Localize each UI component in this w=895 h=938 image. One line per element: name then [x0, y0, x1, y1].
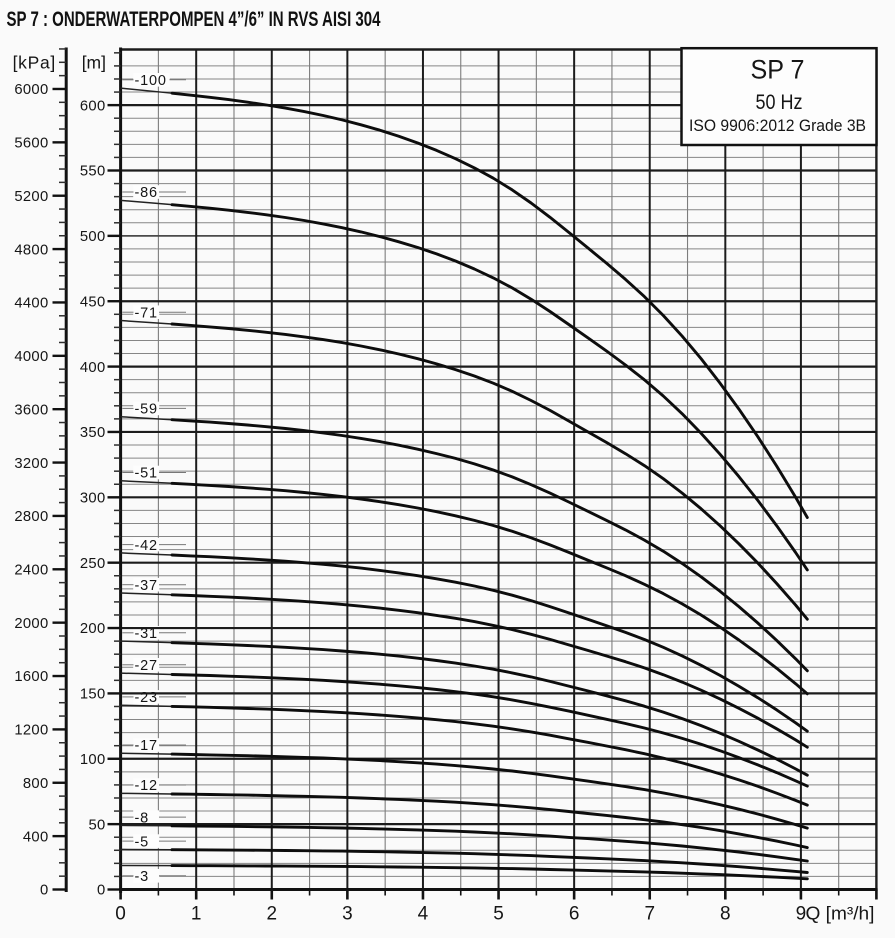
svg-text:[kPa]: [kPa]	[13, 53, 56, 73]
svg-text:200: 200	[80, 621, 106, 637]
svg-text:-37: -37	[135, 578, 158, 594]
svg-text:-3: -3	[135, 869, 150, 885]
svg-text:-23: -23	[135, 690, 158, 706]
svg-text:50: 50	[88, 817, 105, 833]
svg-text:-42: -42	[135, 538, 158, 554]
svg-text:3200: 3200	[14, 456, 48, 472]
svg-text:500: 500	[80, 229, 106, 245]
svg-text:[m]: [m]	[82, 53, 106, 73]
svg-text:1600: 1600	[14, 669, 48, 685]
svg-text:800: 800	[23, 776, 49, 792]
svg-text:-5: -5	[135, 834, 150, 850]
svg-text:9: 9	[796, 904, 807, 925]
svg-text:450: 450	[80, 294, 106, 310]
svg-text:-51: -51	[135, 466, 158, 482]
svg-text:3600: 3600	[14, 402, 48, 418]
svg-text:4: 4	[418, 904, 429, 925]
svg-text:-27: -27	[135, 658, 158, 674]
svg-text:-8: -8	[135, 810, 150, 826]
svg-text:250: 250	[80, 556, 106, 572]
svg-text:4000: 4000	[14, 349, 48, 365]
svg-text:0: 0	[115, 904, 126, 925]
svg-text:600: 600	[80, 98, 106, 114]
svg-text:1200: 1200	[14, 723, 48, 739]
svg-text:350: 350	[80, 425, 106, 441]
svg-text:4800: 4800	[14, 242, 48, 258]
svg-text:50 Hz: 50 Hz	[756, 90, 803, 114]
svg-text:SP 7: SP 7	[751, 55, 805, 85]
svg-text:300: 300	[80, 491, 106, 507]
svg-text:-12: -12	[135, 778, 158, 794]
svg-text:-59: -59	[135, 402, 158, 418]
svg-text:3: 3	[342, 904, 353, 925]
svg-text:150: 150	[80, 687, 106, 703]
svg-text:0: 0	[40, 883, 49, 899]
svg-text:5: 5	[493, 904, 504, 925]
svg-text:-86: -86	[135, 185, 158, 201]
svg-text:6: 6	[569, 904, 580, 925]
svg-text:1: 1	[191, 904, 202, 925]
svg-text:-71: -71	[135, 305, 158, 321]
svg-text:4400: 4400	[14, 296, 48, 312]
svg-text:-17: -17	[135, 738, 158, 754]
svg-text:Q [m³/h]: Q [m³/h]	[806, 904, 875, 924]
svg-text:8: 8	[720, 904, 731, 925]
svg-text:2800: 2800	[14, 509, 48, 525]
svg-text:2400: 2400	[14, 563, 48, 579]
svg-text:-100: -100	[135, 73, 167, 89]
svg-text:5600: 5600	[14, 136, 48, 152]
svg-text:2000: 2000	[14, 616, 48, 632]
svg-text:400: 400	[23, 829, 49, 845]
svg-text:7: 7	[644, 904, 655, 925]
svg-text:2: 2	[266, 904, 277, 925]
svg-text:100: 100	[80, 752, 106, 768]
svg-text:0: 0	[97, 883, 106, 899]
svg-text:-31: -31	[135, 626, 158, 642]
svg-text:5200: 5200	[14, 189, 48, 205]
svg-text:550: 550	[80, 164, 106, 180]
svg-text:ISO 9906:2012 Grade 3B: ISO 9906:2012 Grade 3B	[689, 117, 866, 135]
svg-text:6000: 6000	[14, 82, 48, 98]
svg-text:SP 7 : ONDERWATERPOMPEN 4”/6”: SP 7 : ONDERWATERPOMPEN 4”/6” IN RVS AIS…	[7, 8, 381, 31]
svg-text:400: 400	[80, 360, 106, 376]
